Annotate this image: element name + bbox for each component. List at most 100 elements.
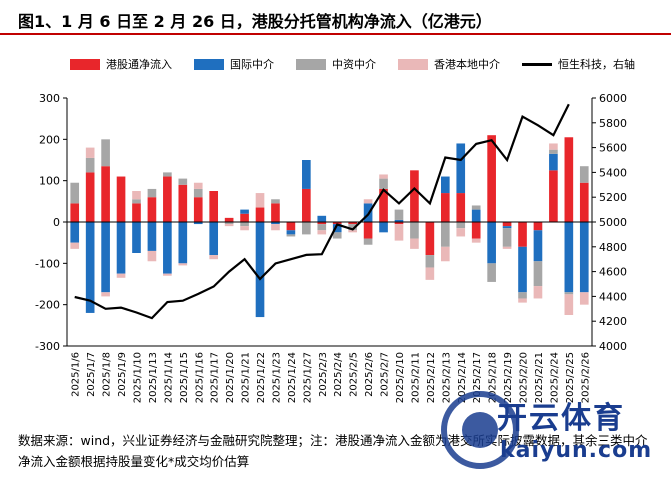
bar-segment — [85, 157, 95, 173]
x-tick-label: 2025/2/21 — [534, 352, 545, 403]
x-tick-label: 2025/2/26 — [580, 352, 591, 403]
bar-segment — [533, 286, 543, 299]
bar-segment — [518, 246, 527, 293]
bar-segment — [132, 203, 141, 222]
bar-segment — [193, 182, 203, 189]
bar-segment — [317, 215, 327, 222]
legend-swatch-hsi — [522, 62, 552, 66]
bar-segment — [363, 222, 373, 239]
x-tick-label: 2025/1/6 — [71, 352, 82, 397]
x-tick-label: 2025/1/15 — [179, 352, 190, 403]
bar-segment — [379, 222, 388, 233]
bar-segment — [425, 267, 435, 280]
bar-segment — [302, 160, 311, 189]
bar-segment — [132, 199, 141, 204]
bar-segment — [487, 263, 496, 282]
bar-segment — [286, 230, 296, 235]
x-tick-label: 2025/1/16 — [194, 352, 205, 403]
bar-segment — [255, 207, 265, 222]
x-tick-label: 2025/1/14 — [163, 352, 174, 403]
bar-segment — [271, 203, 280, 222]
y2-tick-label: 4800 — [599, 241, 627, 254]
bar-segment — [564, 294, 574, 315]
bar-segment — [487, 135, 496, 222]
bar-segment — [147, 250, 157, 262]
legend-item-chinese: 中资中介 — [296, 56, 376, 72]
bar-segment — [394, 219, 404, 222]
x-tick-label: 2025/1/22 — [256, 352, 267, 403]
bar-segment — [178, 222, 188, 264]
x-tick-label: 2025/2/7 — [380, 352, 391, 397]
bar-segment — [116, 222, 126, 274]
legend-label-intl: 国际中介 — [230, 58, 274, 71]
x-tick-label: 2025/1/7 — [86, 352, 97, 397]
bar-segment — [549, 149, 558, 154]
bar-segment — [425, 222, 435, 256]
bar-segment — [85, 172, 95, 222]
legend-swatch-chinese — [296, 58, 326, 70]
bar-segment — [348, 224, 357, 231]
legend-item-hklocal: 香港本地中介 — [398, 56, 500, 72]
y2-tick-label: 4400 — [599, 290, 627, 303]
bar-segment — [332, 222, 342, 225]
bar-segment — [332, 224, 342, 233]
x-tick-label: 2025/1/20 — [225, 352, 236, 403]
y-tick-label: 300 — [39, 92, 60, 105]
bar-segment — [348, 222, 357, 225]
x-tick-label: 2025/2/11 — [410, 352, 421, 403]
legend-item-southbound: 港股通净流入 — [70, 56, 172, 72]
bar-segment — [564, 222, 574, 293]
x-tick-label: 2025/1/24 — [287, 352, 298, 403]
legend-label-chinese: 中资中介 — [332, 58, 376, 71]
bar-segment — [193, 197, 203, 222]
bar-segment — [209, 222, 219, 256]
x-tick-label: 2025/2/4 — [333, 352, 344, 397]
bar-segment — [533, 230, 543, 262]
bar-segment — [70, 182, 80, 204]
x-tick-label: 2025/1/27 — [302, 352, 313, 403]
bar-segment — [271, 224, 280, 231]
y-tick-label: 100 — [39, 175, 60, 188]
bar-segment — [394, 224, 404, 241]
legend-label-hsi: 恒生科技，右轴 — [558, 58, 635, 71]
bar-segment — [271, 199, 280, 204]
bar-segment — [302, 222, 311, 235]
bar-segment — [456, 143, 466, 194]
bar-segment — [317, 222, 327, 225]
bar-segment — [193, 222, 203, 225]
bar-segment — [286, 222, 296, 231]
bar-segment — [549, 170, 558, 222]
bar-segment — [518, 292, 527, 299]
legend-swatch-southbound — [70, 58, 100, 70]
bar-segment — [471, 209, 481, 222]
bar-segment — [425, 255, 435, 268]
legend-item-hsi: 恒生科技，右轴 — [522, 56, 635, 72]
bar-segment — [147, 197, 157, 222]
bar-segment — [147, 188, 157, 198]
bar-segment — [502, 226, 512, 229]
x-tick-label: 2025/2/19 — [503, 352, 514, 403]
bar-segment — [209, 191, 219, 222]
x-tick-label: 2025/2/24 — [549, 352, 560, 403]
x-tick-label: 2025/1/8 — [102, 352, 113, 397]
bar-segment — [579, 166, 589, 183]
bar-segment — [70, 242, 80, 249]
bar-segment — [410, 222, 419, 239]
bar-segment — [224, 222, 234, 225]
x-tick-label: 2025/1/13 — [148, 352, 159, 403]
bar-segment — [579, 222, 589, 293]
bar-segment — [502, 222, 512, 227]
bar-segment — [240, 209, 249, 214]
y2-tick-label: 5400 — [599, 166, 627, 179]
bar-segment — [487, 222, 496, 264]
chart-plot: -300 -200 -100 0 100 200 300 4000 4200 4400 4600 48… — [35, 92, 627, 403]
bar-segment — [178, 178, 188, 185]
bar-segment — [518, 222, 527, 247]
y-tick-label: -200 — [35, 299, 60, 312]
bar-segment — [240, 226, 249, 231]
y-tick-label: -100 — [35, 257, 60, 270]
y-tick-label: 200 — [39, 133, 60, 146]
bar-segment — [533, 222, 543, 231]
bar-segment — [101, 166, 110, 222]
x-tick-label: 2025/2/10 — [395, 352, 406, 403]
